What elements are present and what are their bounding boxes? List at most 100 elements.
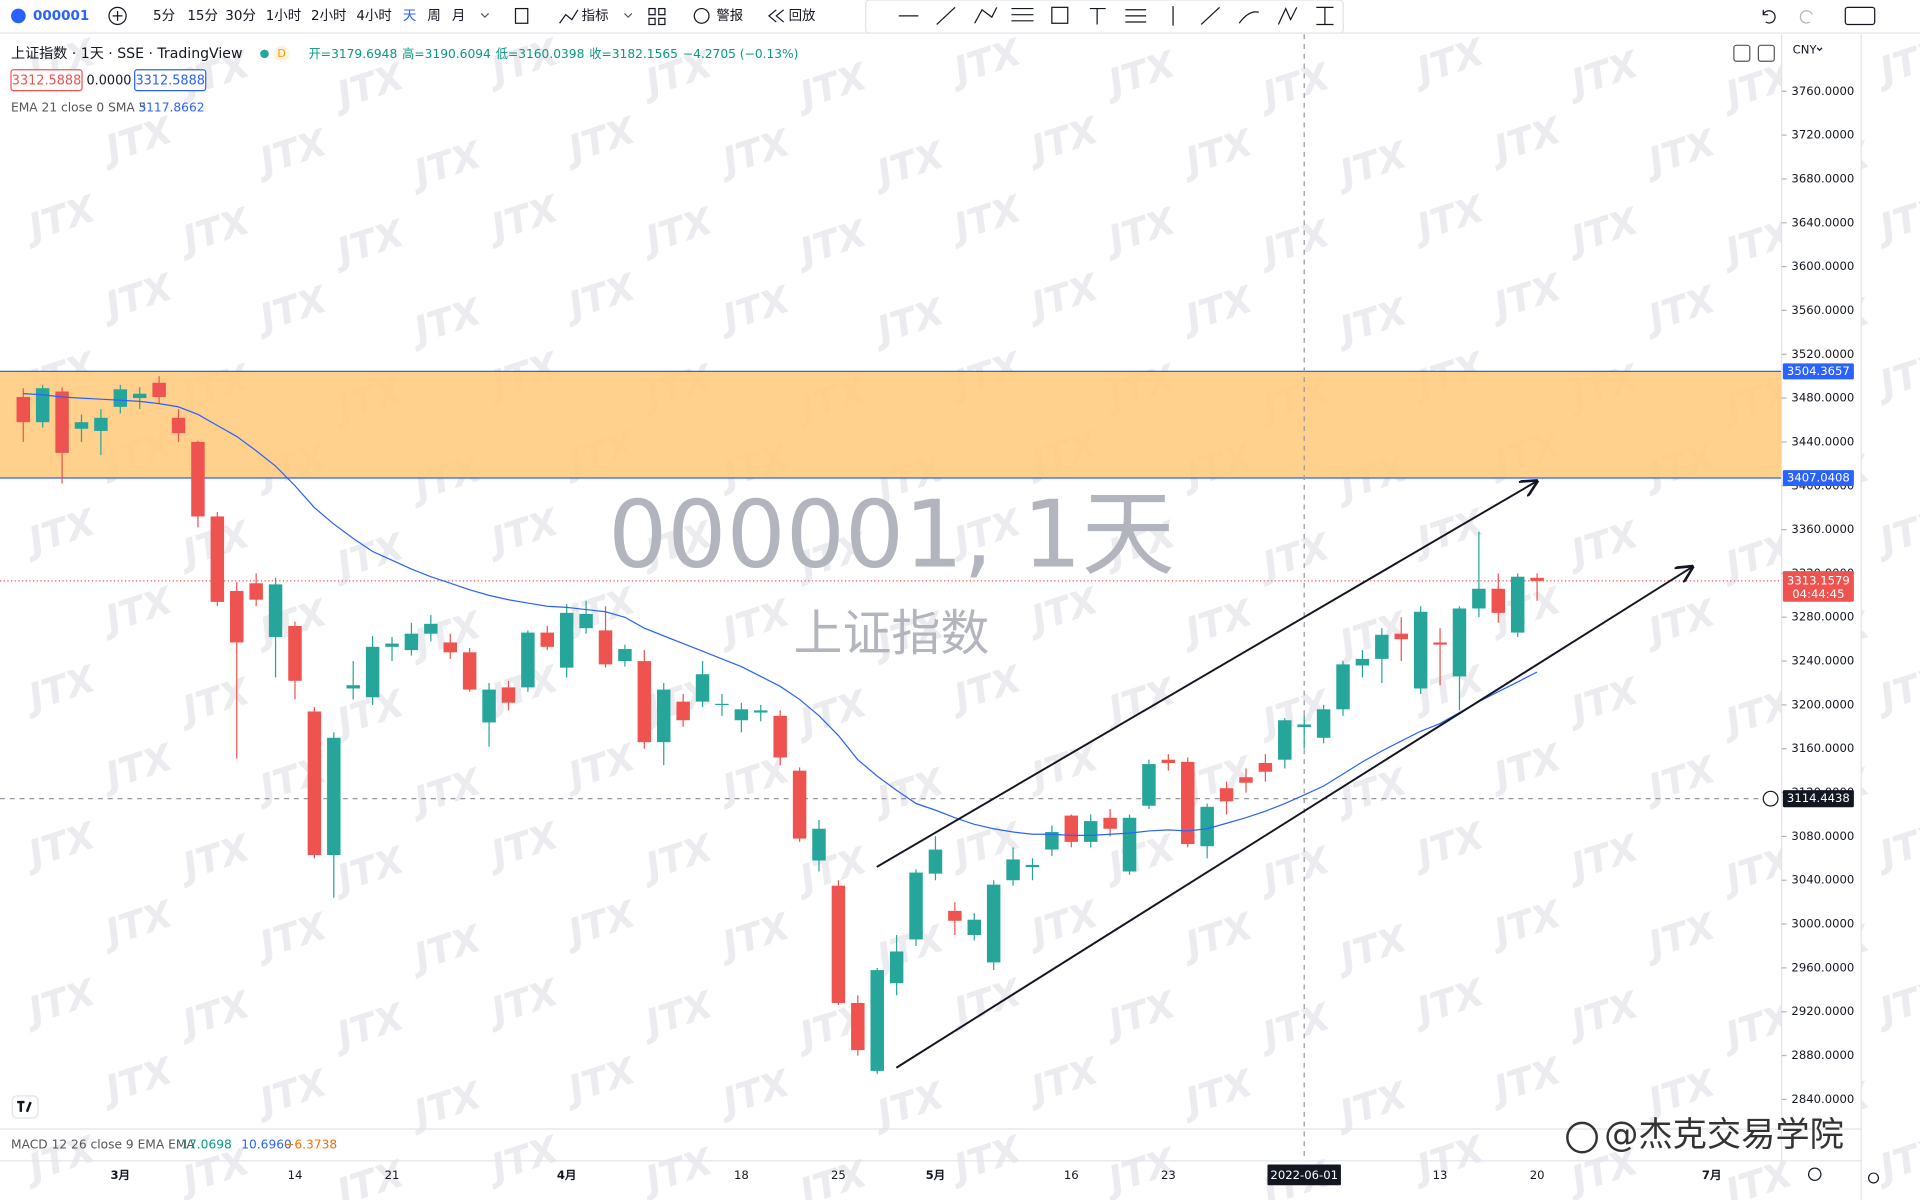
candle-body [1122,817,1137,872]
indicators-icon [559,9,579,24]
zone-top-label-box [1782,363,1854,380]
candle-body [948,910,962,921]
candle-body [346,685,360,689]
compare-icon [112,11,123,21]
y-tick-label: 3720.0000 [1791,128,1854,142]
high-value: 3190.6094 [425,46,491,60]
symbol-watermark: 000001, 1天 [608,481,1175,589]
ask-box[interactable] [134,69,207,92]
drawing-tools[interactable] [898,6,1334,26]
interval-button[interactable]: 15分 [187,8,218,24]
candle-body [695,674,710,702]
candle-body [928,849,943,874]
candle-body [1452,608,1467,677]
candle-body [74,422,89,429]
candle-body [132,393,147,399]
candle-body [327,737,341,856]
histogram-value: −6.3738 [284,1137,337,1151]
y-tick-label: 3040.0000 [1791,873,1854,887]
candle-body [1045,832,1059,850]
signal-value: 10.6960 [241,1137,292,1151]
interval-button[interactable]: 周 [427,9,440,24]
symbol[interactable]: 000001 [33,9,89,24]
interval-button[interactable]: 5分 [153,8,175,24]
y-tick-label: 3520.0000 [1791,347,1854,361]
candle-body [1375,634,1389,659]
chart-type-button[interactable] [514,7,529,24]
y-tick-label: 3640.0000 [1791,215,1854,229]
open-label: 开= [309,46,332,60]
crosshair-date-box [1267,1164,1341,1186]
candle-body [1025,864,1040,868]
ohlc-legend: 开=3179.6948 高=3190.6094 低=3160.0398 收=3182.… [309,45,799,60]
badge: D [277,47,285,60]
tv-logo[interactable] [11,1095,39,1119]
zone-bottom-label: 3407.0408 [1787,471,1850,485]
low-value: 3160.0398 [518,46,584,60]
trend-line[interactable] [876,481,1537,868]
zone-layer [0,370,1782,479]
candle-body [889,951,904,984]
candle-body [1413,611,1428,689]
trend-line[interactable] [895,567,1692,1069]
y-tick-label: 3200.0000 [1791,697,1854,711]
name-watermark: 上证指数 [793,605,989,662]
candle-body [1181,761,1195,845]
candle-body [1530,577,1544,581]
candle-body [598,630,613,665]
macd-value: 17.0698 [181,1137,232,1151]
settings-icons[interactable] [1808,1167,1880,1184]
candle-body [171,417,186,434]
candle-body [1064,815,1079,842]
alert-icon [693,7,710,24]
interval-button[interactable]: 1小时 [266,8,301,24]
candle-body [404,633,419,651]
candle-body [754,710,768,713]
bid-box[interactable] [10,69,83,92]
y-tick-label: 3560.0000 [1791,303,1854,317]
interval-button[interactable]: 天 [403,9,416,24]
interval-button[interactable]: 2小时 [311,8,346,24]
pane-buttons[interactable] [1733,44,1775,62]
candle-body [618,649,632,662]
candle-body [113,389,128,407]
x-tick-label: 5月 [926,1168,946,1182]
candle-body [734,709,749,721]
redo-button[interactable] [1799,10,1813,24]
candle-body [1239,777,1253,783]
indicators-button[interactable]: 指标 [582,8,609,24]
interval-dropdown[interactable] [480,13,490,19]
candle-body [501,687,516,703]
candle-body [210,516,225,602]
layout-icon[interactable] [648,7,666,26]
currency[interactable]: CNY [1793,43,1818,57]
candle-body [1355,658,1370,666]
candle-body [1103,817,1117,829]
fullscreen-button[interactable] [1844,6,1876,26]
candle-body [1297,724,1311,728]
close-label: 收= [589,46,612,60]
compare-button[interactable] [108,6,127,26]
interval-button[interactable]: 月 [452,9,465,24]
replay-button[interactable]: 回放 [789,8,816,24]
candle-body [540,632,555,647]
candle-body [1278,720,1292,760]
y-tick-label: 2880.0000 [1791,1048,1854,1062]
alert-button[interactable]: 警报 [716,8,743,24]
y-tick-label: 3680.0000 [1791,171,1854,185]
interval-button[interactable]: 30分 [225,8,256,24]
open-value: 3179.6948 [331,46,397,60]
x-tick-label: 21 [385,1168,400,1182]
plot-layer [0,34,1782,1161]
undo-button[interactable] [1762,9,1776,24]
candle-body [307,711,322,856]
y-tick-label: 3280.0000 [1791,610,1854,624]
add-alert-button[interactable] [1762,790,1779,807]
dropdown-icon[interactable] [624,13,633,19]
y-tick-label: 3480.0000 [1791,391,1854,405]
candle-body [1161,759,1176,763]
candle-body [831,885,846,1003]
ask: 3312.5888 [135,73,204,88]
candle-body [1316,709,1331,738]
interval-button[interactable]: 4小时 [356,8,391,24]
